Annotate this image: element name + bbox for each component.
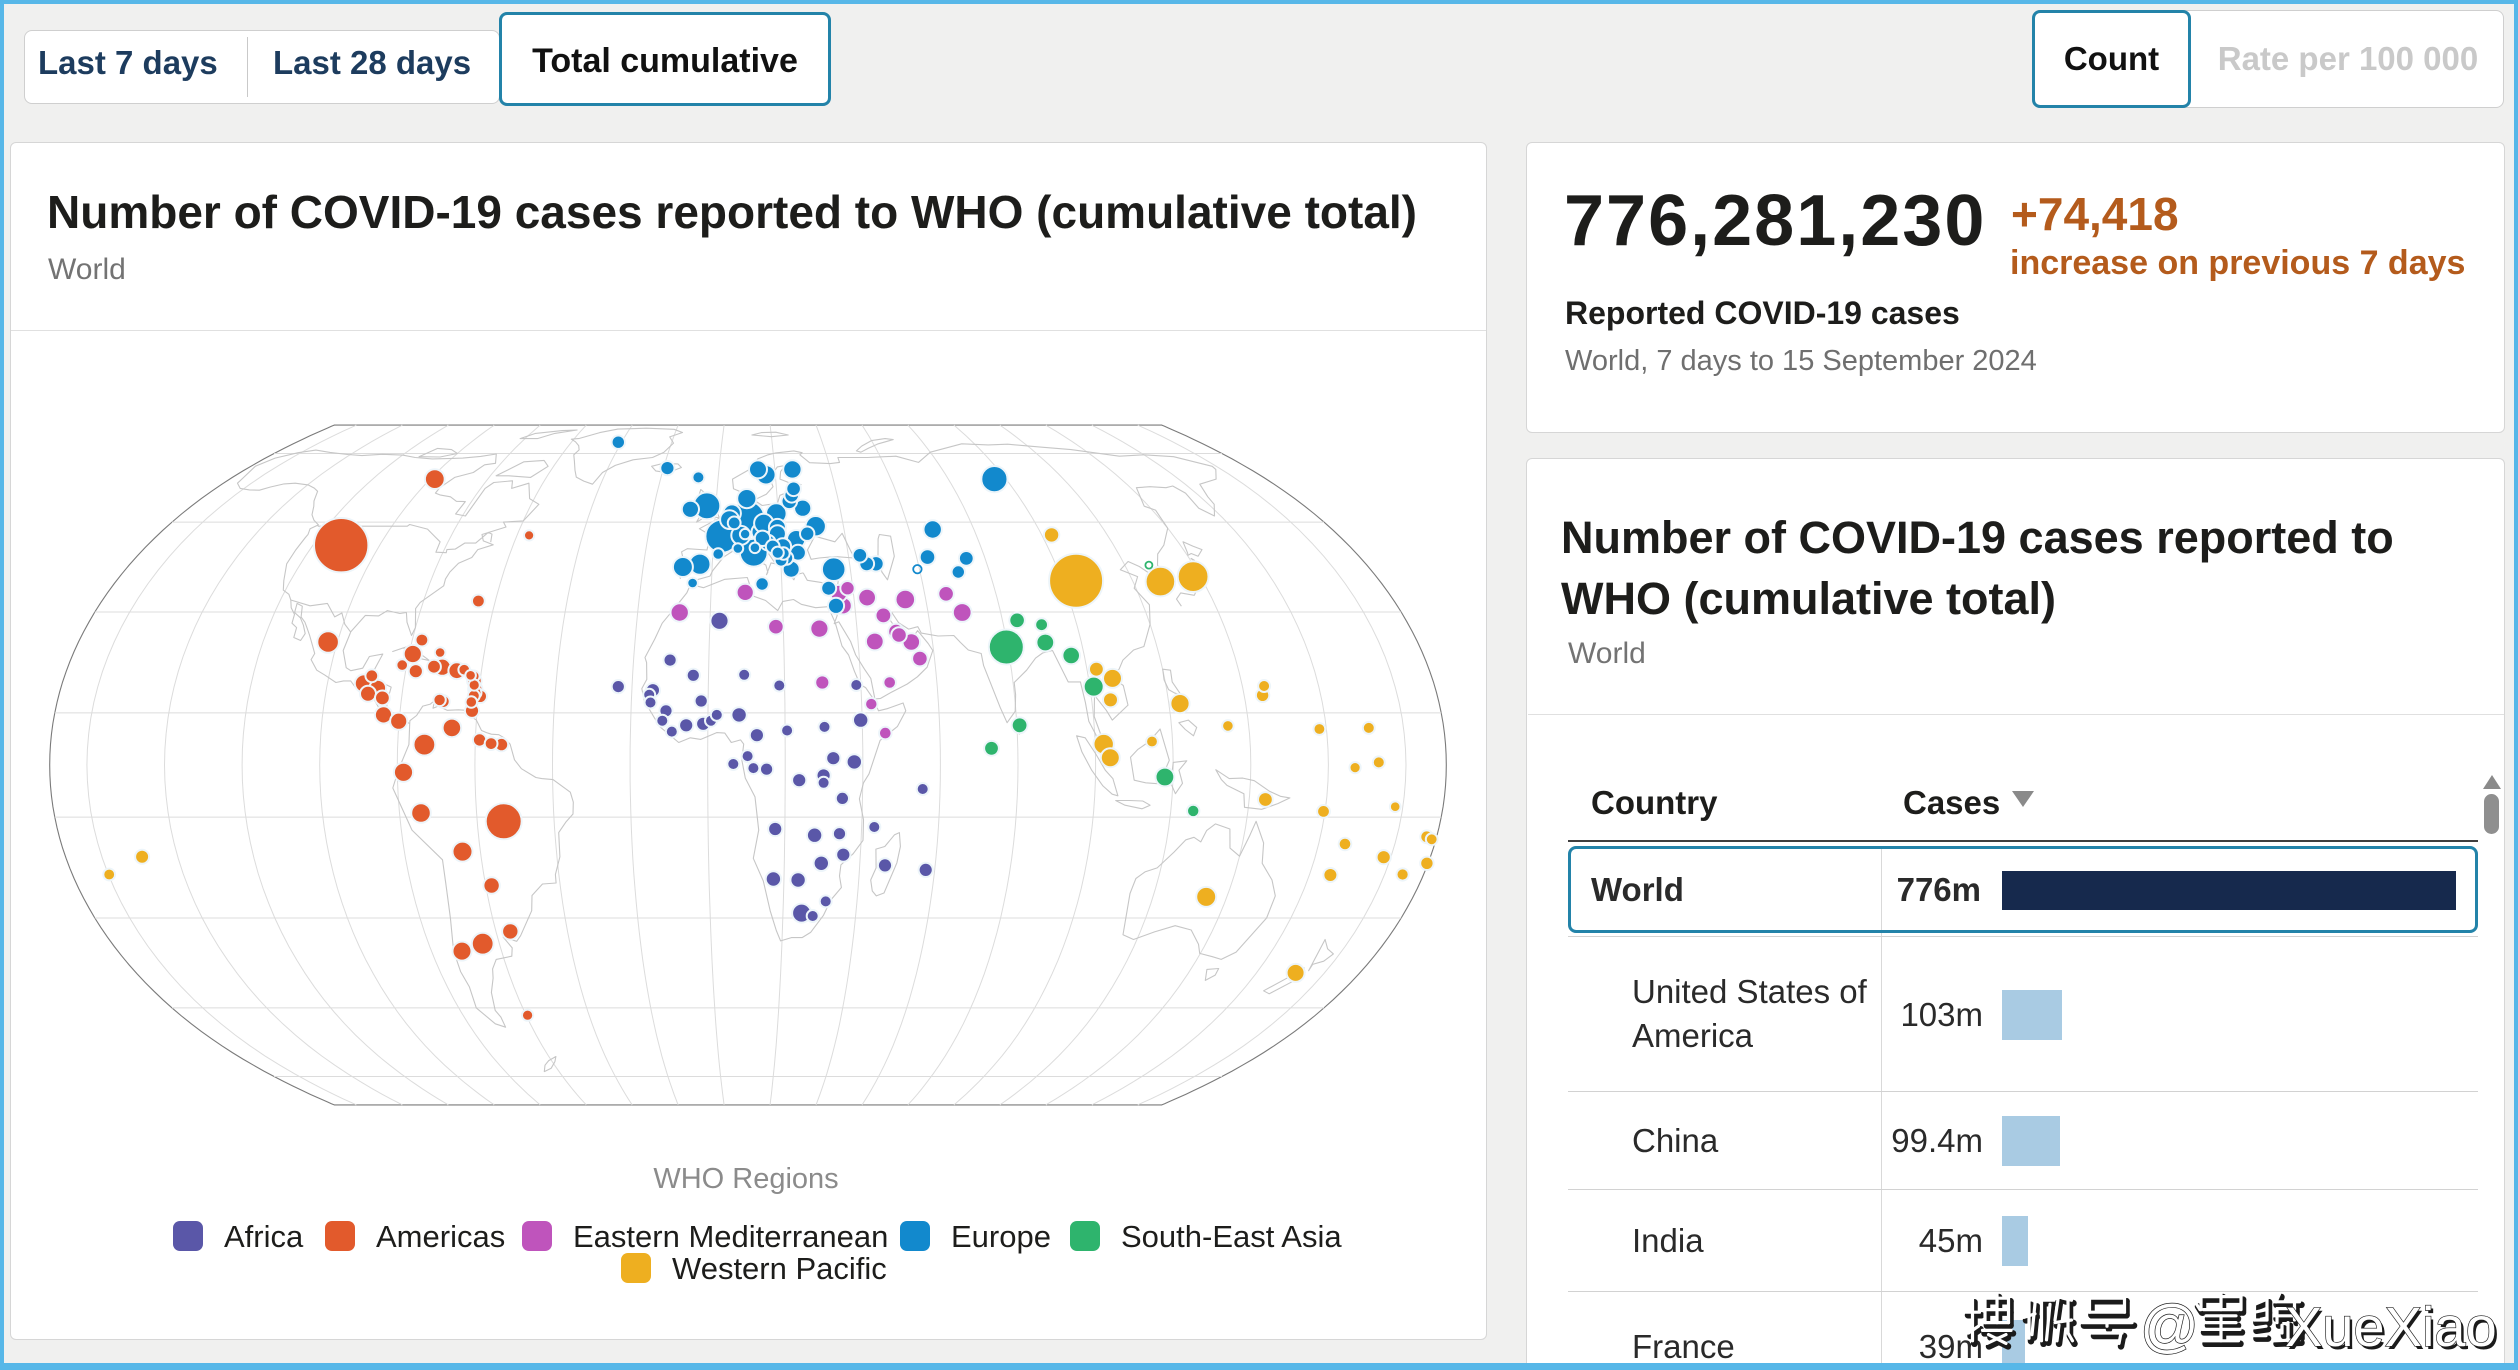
svg-text:@: @	[2140, 1294, 2199, 1359]
svg-text:XueXiao: XueXiao	[2285, 1295, 2497, 1358]
svg-text:XueXiao: XueXiao	[2288, 1298, 2500, 1361]
